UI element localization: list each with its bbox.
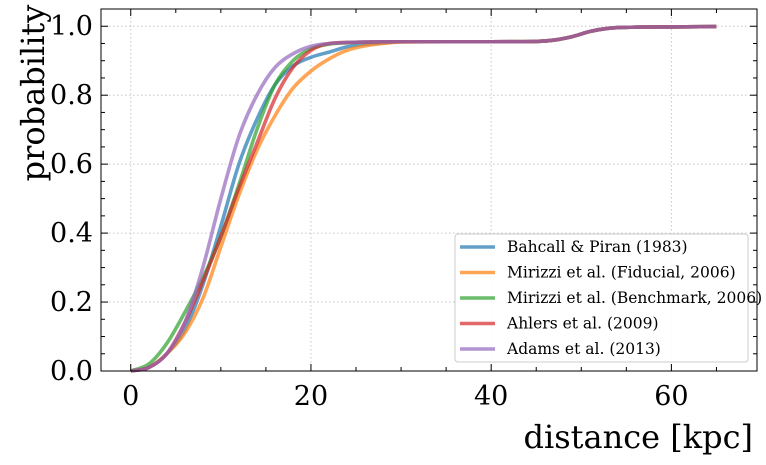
legend-label-5: Adams et al. (2013) (506, 340, 661, 358)
legend-box (454, 233, 749, 363)
y-tick-label: 1.0 (50, 11, 93, 42)
ticks: 0 20 40 60 0.0 0.2 0.4 0.6 0.8 1.0 (50, 9, 757, 412)
y-tick-label: 0.2 (50, 287, 93, 318)
y-tick-label: 0.8 (50, 80, 93, 111)
legend-label-2: Mirizzi et al. (Fiducial, 2006) (507, 264, 736, 282)
series-lines (130, 24, 717, 373)
plot-frame (100, 8, 758, 372)
y-axis-label: probability (14, 5, 52, 182)
legend-label-1: Bahcall & Piran (1983) (507, 238, 688, 256)
x-tick-label: 60 (654, 381, 688, 412)
legend-label-4: Ahlers et al. (2009) (506, 315, 659, 333)
y-tick-label: 0.0 (50, 356, 93, 387)
y-tick-label: 0.4 (50, 218, 93, 249)
x-tick-label: 40 (474, 381, 508, 412)
legend: Bahcall & Piran (1983) Mirizzi et al. (Fi… (454, 233, 762, 363)
y-tick-label: 0.6 (50, 149, 93, 180)
legend-label-3: Mirizzi et al. (Benchmark, 2006) (507, 289, 762, 307)
x-axis-label: distance [kpc] (524, 418, 753, 456)
x-tick-label: 0 (122, 381, 139, 412)
series-line-5 (130, 24, 717, 373)
x-tick-label: 20 (294, 381, 328, 412)
